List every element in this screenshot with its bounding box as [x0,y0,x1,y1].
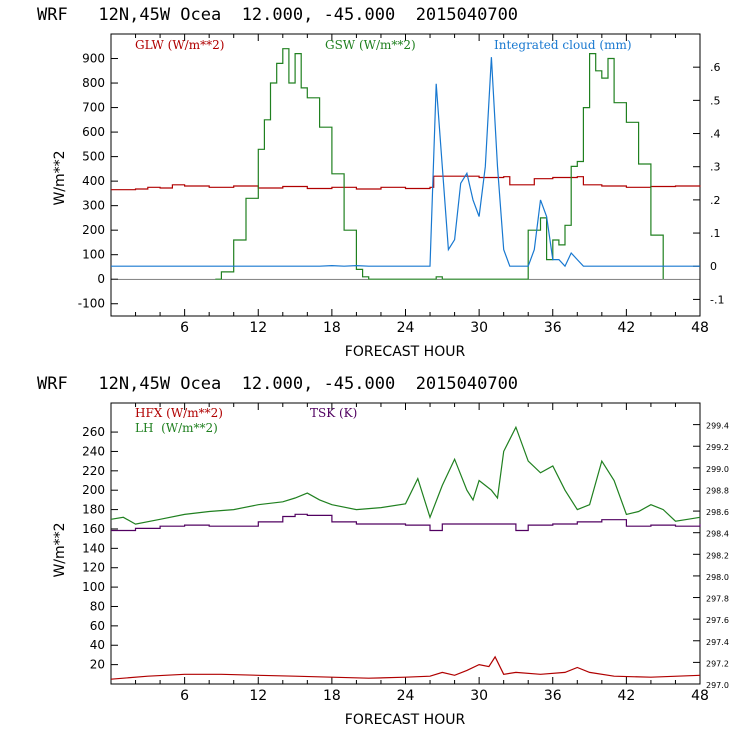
y2-tick-label: 297.6 [706,616,729,625]
y-tick-label: 400 [82,174,105,188]
bottom-y2-ticks: 297.0 297.2 297.4 297.6 297.8 298.0 298.2 298.4… [693,422,729,690]
legend-lh: LH (W/m**2) [135,421,218,435]
x-tick-label: 30 [470,320,488,336]
y-tick-label: 140 [82,541,105,555]
x-tick-label: 36 [544,688,562,704]
y2-tick-label: 297.4 [706,638,729,647]
y2-tick-label: .4 [710,128,721,141]
y-tick-label: 700 [82,101,105,115]
y-tick-label: 100 [82,580,105,594]
x-tick-label: 48 [691,688,709,704]
y2-tick-label: 0 [710,260,717,273]
x-tick-label: 42 [617,688,635,704]
bottom-x-ticks: 6 12 18 24 30 36 42 48 [135,403,709,704]
y-tick-label: 0 [97,272,105,286]
y2-tick-label: .3 [710,161,721,174]
top-y-axis-label: W/m**2 [52,150,68,205]
bottom-panel: WRF 12N,45W Ocea 12.000, -45.000 2015040… [37,374,729,728]
x-tick-label: 36 [544,320,562,336]
y-tick-label: 600 [82,125,105,139]
bottom-series [110,425,701,680]
series-line-gsw [215,48,664,280]
y2-tick-label: 298.4 [706,530,729,539]
y-tick-label: 200 [82,223,105,237]
top-y2-ticks: -.1 0 .1 .2 .3 .4 .5 .6 [693,61,724,306]
y-tick-label: -100 [78,297,105,311]
top-y-ticks: -100 0 100 200 300 400 500 600 700 800 900 [78,52,118,311]
y2-tick-label: 298.8 [706,486,729,495]
y2-tick-label: 299.0 [706,465,729,474]
legend-tsk: TSK (K) [310,406,357,420]
y2-tick-label: .6 [710,61,721,74]
x-tick-label: 6 [180,320,189,336]
y2-tick-label: .5 [710,94,721,107]
y2-tick-label: 298.2 [706,551,729,560]
series-line-glw [111,175,701,191]
y-tick-label: 900 [82,52,105,66]
legend-gsw: GSW (W/m**2) [325,38,416,52]
top-plot-frame [110,33,701,317]
y-tick-label: 220 [82,464,105,478]
top-panel: WRF 12N,45W Ocea 12.000, -45.000 2015040… [37,5,724,360]
series-line-tsk [111,513,701,532]
x-tick-label: 12 [249,688,267,704]
y-tick-label: 300 [82,199,105,213]
top-chart-title: WRF 12N,45W Ocea 12.000, -45.000 2015040… [37,5,518,25]
y-tick-label: 80 [90,599,105,613]
y-tick-label: 40 [90,638,105,652]
legend-hfx: HFX (W/m**2) [135,406,223,420]
bottom-plot-frame [110,402,701,685]
y-tick-label: 500 [82,150,105,164]
y-tick-label: 260 [82,425,105,439]
x-tick-label: 24 [397,688,415,704]
top-series [111,48,701,280]
series-line-hfx [110,655,701,680]
y-tick-label: 20 [90,658,105,672]
x-tick-label: 6 [180,688,189,704]
series-line-integrated [111,57,700,268]
top-x-ticks: 6 12 18 24 30 36 42 48 [135,34,709,336]
y2-tick-label: .2 [710,194,721,207]
y-tick-label: 100 [82,248,105,262]
legend-glw: GLW (W/m**2) [135,38,224,52]
y-tick-label: 240 [82,444,105,458]
y-tick-label: 800 [82,76,105,90]
bottom-y-ticks: 20 40 60 80 100 120 140 160 180 200 220 240 260 [82,425,118,672]
bottom-y-axis-label: W/m**2 [52,522,68,577]
x-tick-label: 18 [323,688,341,704]
y-tick-label: 200 [82,483,105,497]
x-tick-label: 30 [470,688,488,704]
x-tick-label: 42 [617,320,635,336]
y-tick-label: 60 [90,619,105,633]
bottom-x-axis-label: FORECAST HOUR [345,712,466,728]
top-x-axis-label: FORECAST HOUR [345,344,466,360]
x-tick-label: 12 [249,320,267,336]
x-tick-label: 48 [691,320,709,336]
y2-tick-label: 298.6 [706,508,729,517]
bottom-chart-title: WRF 12N,45W Ocea 12.000, -45.000 2015040… [37,374,518,394]
y2-tick-label: 297.0 [706,681,729,690]
legend-integrated-cloud: Integrated cloud (mm) [494,38,632,52]
x-tick-label: 24 [397,320,415,336]
y2-tick-label: 297.8 [706,595,729,604]
x-tick-label: 18 [323,320,341,336]
y-tick-label: 180 [82,503,105,517]
y2-tick-label: -.1 [710,293,724,306]
y-tick-label: 160 [82,522,105,536]
y2-tick-label: 299.2 [706,443,729,452]
series-line-lh [110,425,701,525]
y2-tick-label: 297.2 [706,659,729,668]
y2-tick-label: .1 [710,227,721,240]
y2-tick-label: 299.4 [706,422,729,431]
y2-tick-label: 298.0 [706,573,729,582]
y-tick-label: 120 [82,561,105,575]
